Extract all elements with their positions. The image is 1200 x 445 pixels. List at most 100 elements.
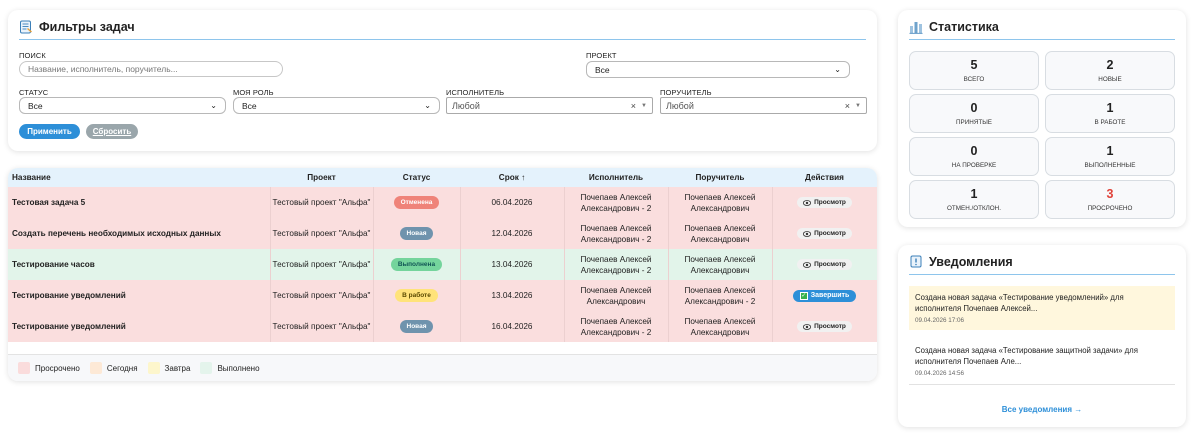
task-name[interactable]: Создать перечень необходимых исходных да… xyxy=(12,229,221,238)
task-project: Тестовый проект "Альфа" xyxy=(272,229,371,238)
caret-down-icon[interactable]: ▼ xyxy=(855,102,861,109)
filters-title: Фильтры задач xyxy=(39,19,135,34)
task-name[interactable]: Тестирование часов xyxy=(12,260,95,269)
column-divider xyxy=(772,187,773,218)
table-row[interactable]: Создать перечень необходимых исходных да… xyxy=(8,218,877,249)
task-project: Тестовый проект "Альфа" xyxy=(272,260,371,269)
stat-label: ОТМЕН./ОТКЛОН. xyxy=(947,205,1001,212)
all-notifications-link[interactable]: Все уведомления → xyxy=(1001,405,1083,414)
col-header-assignee[interactable]: Исполнитель xyxy=(588,173,644,182)
legend-item: Выполнено xyxy=(200,362,260,374)
chevron-down-icon: ⌄ xyxy=(210,101,217,110)
table-row[interactable]: Тестирование часов Тестовый проект "Альфа… xyxy=(8,249,877,280)
check-icon: ✓ xyxy=(799,291,808,300)
notification-icon xyxy=(909,255,923,269)
column-divider xyxy=(668,249,669,280)
task-project: Тестовый проект "Альфа" xyxy=(272,291,371,300)
view-button[interactable]: Просмотр xyxy=(797,228,852,239)
clear-icon[interactable]: × xyxy=(844,100,851,111)
stat-tile[interactable]: 0 ПРИНЯТЫЕ xyxy=(909,94,1039,133)
stat-tile[interactable]: 2 НОВЫЕ xyxy=(1045,51,1175,90)
column-divider xyxy=(668,218,669,249)
col-header-assigner[interactable]: Поручитель xyxy=(695,173,745,182)
column-divider xyxy=(772,218,773,249)
stat-value: 0 xyxy=(970,101,978,115)
project-label: ПРОЕКТ xyxy=(586,51,617,60)
stat-tile[interactable]: 1 В РАБОТЕ xyxy=(1045,94,1175,133)
assignee-combobox[interactable]: Любой × ▼ xyxy=(446,97,653,114)
view-button-label: Просмотр xyxy=(814,199,846,206)
task-name[interactable]: Тестирование уведомлений xyxy=(12,322,126,331)
table-row[interactable]: Тестовая задача 5 Тестовый проект "Альфа"… xyxy=(8,187,877,218)
color-legend: Просрочено Сегодня Завтра Выполнено xyxy=(8,354,877,381)
stat-label: В РАБОТЕ xyxy=(1094,119,1126,126)
stat-label: НОВЫЕ xyxy=(1098,76,1122,83)
complete-button[interactable]: ✓ Завершить xyxy=(792,289,857,302)
col-header-status[interactable]: Статус xyxy=(402,173,431,182)
column-divider xyxy=(668,187,669,218)
search-label: ПОИСК xyxy=(19,51,46,60)
clear-icon[interactable]: × xyxy=(630,100,637,111)
stat-tile[interactable]: 0 НА ПРОВЕРКЕ xyxy=(909,137,1039,176)
task-name[interactable]: Тестирование уведомлений xyxy=(12,291,126,300)
column-divider xyxy=(772,249,773,280)
status-badge: Новая xyxy=(399,227,434,240)
stat-value: 1 xyxy=(1106,101,1114,115)
legend-swatch xyxy=(200,362,213,374)
assignee-combobox-value: Любой xyxy=(452,100,480,111)
status-select[interactable]: Все ⌄ xyxy=(19,97,226,114)
column-divider xyxy=(270,280,271,311)
view-button[interactable]: Просмотр xyxy=(797,321,852,332)
column-divider xyxy=(772,311,773,342)
building-chart-icon xyxy=(909,20,923,34)
stat-label: ВЫПОЛНЕННЫЕ xyxy=(1084,162,1136,169)
task-deadline: 13.04.2026 xyxy=(491,291,533,300)
column-divider xyxy=(460,187,461,218)
view-button[interactable]: Просмотр xyxy=(797,197,852,208)
complete-button-label: Завершить xyxy=(810,292,850,299)
reset-button[interactable]: Сбросить xyxy=(86,124,138,139)
filters-header: Фильтры задач xyxy=(19,10,866,40)
chevron-down-icon: ⌄ xyxy=(424,101,431,110)
notification-time: 09.04.2026 14:56 xyxy=(915,370,965,377)
column-divider xyxy=(373,249,374,280)
search-input[interactable]: Название, исполнитель, поручитель... xyxy=(19,61,283,77)
col-header-actions: Действия xyxy=(805,173,844,182)
notification-item[interactable]: Создана новая задача «Тестирование защит… xyxy=(909,339,1175,385)
stat-tile[interactable]: 5 ВСЕГО xyxy=(909,51,1039,90)
eye-icon xyxy=(803,199,812,206)
apply-button[interactable]: Применить xyxy=(19,124,80,139)
table-row[interactable]: Тестирование уведомлений Тестовый проект … xyxy=(8,280,877,311)
column-divider xyxy=(270,187,271,218)
role-select[interactable]: Все ⌄ xyxy=(233,97,440,114)
stat-tile[interactable]: 1 ВЫПОЛНЕННЫЕ xyxy=(1045,137,1175,176)
column-divider xyxy=(668,311,669,342)
task-assignee: Почепаев Алексей Александрович - 2 xyxy=(580,316,652,337)
status-badge: В работе xyxy=(395,289,438,302)
stat-tile[interactable]: 3 ПРОСРОЧЕНО xyxy=(1045,180,1175,219)
notification-item[interactable]: Создана новая задача «Тестирование уведо… xyxy=(909,286,1175,330)
col-header-deadline[interactable]: Срок ↑ xyxy=(498,173,526,182)
assigner-combobox[interactable]: Любой × ▼ xyxy=(660,97,867,114)
role-select-value: Все xyxy=(242,100,257,111)
legend-label: Сегодня xyxy=(106,363,138,373)
column-divider xyxy=(460,311,461,342)
notification-text: Создана новая задача «Тестирование защит… xyxy=(915,346,1138,366)
project-select[interactable]: Все ⌄ xyxy=(586,61,850,78)
col-header-project[interactable]: Проект xyxy=(307,173,336,182)
legend-swatch xyxy=(89,362,102,374)
column-divider xyxy=(270,218,271,249)
col-header-name[interactable]: Название xyxy=(12,173,51,182)
caret-down-icon[interactable]: ▼ xyxy=(641,102,647,109)
legend-label: Завтра xyxy=(164,363,191,373)
task-name[interactable]: Тестовая задача 5 xyxy=(12,198,86,207)
table-row[interactable]: Тестирование уведомлений Тестовый проект … xyxy=(8,311,877,342)
task-deadline: 16.04.2026 xyxy=(491,322,533,331)
view-button[interactable]: Просмотр xyxy=(797,259,852,270)
stat-tile[interactable]: 1 ОТМЕН./ОТКЛОН. xyxy=(909,180,1039,219)
task-project: Тестовый проект "Альфа" xyxy=(272,198,371,207)
project-select-value: Все xyxy=(595,64,610,75)
view-button-label: Просмотр xyxy=(814,230,846,237)
stat-label: НА ПРОВЕРКЕ xyxy=(951,162,997,169)
filters-card: Фильтры задач ПОИСК Название, исполнител… xyxy=(8,10,877,151)
